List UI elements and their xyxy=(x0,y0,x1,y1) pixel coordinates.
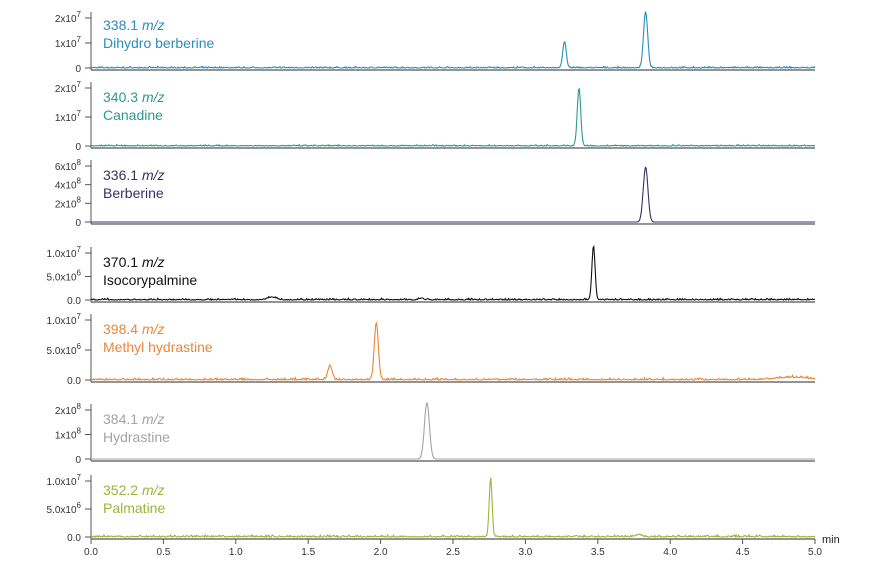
x-tick-label: 4.5 xyxy=(736,547,750,558)
x-tick-label: 3.0 xyxy=(518,547,532,558)
trace-mz-label: 352.2 m/z xyxy=(103,482,165,498)
y-tick-label: 2x107 xyxy=(55,80,82,95)
trace-compound-name: Hydrastine xyxy=(103,429,170,445)
y-tick-label: 0 xyxy=(75,455,81,466)
y-tick-label: 1.0x107 xyxy=(47,245,82,260)
panel-3: 0 2x108 4x108 6x108 336.1 m/z Berberine xyxy=(55,158,815,229)
x-tick-label: 5.0 xyxy=(808,547,822,558)
trace-line xyxy=(90,87,816,147)
trace-line xyxy=(90,321,816,382)
y-tick-label: 2x108 xyxy=(55,402,82,417)
y-tick-label: 5.0x106 xyxy=(47,501,82,516)
trace-compound-name: Canadine xyxy=(103,107,163,123)
y-tick-label: 2x108 xyxy=(55,195,82,210)
x-tick-label: 3.5 xyxy=(591,547,605,558)
trace-mz-label: 338.1 m/z xyxy=(103,17,165,33)
y-tick-label: 1x108 xyxy=(55,427,82,442)
trace-compound-name: Methyl hydrastine xyxy=(103,339,213,355)
trace-mz-label: 336.1 m/z xyxy=(103,167,165,183)
x-tick-label: 1.0 xyxy=(229,547,243,558)
y-tick-label: 0.0 xyxy=(67,296,81,307)
trace-line xyxy=(90,244,816,302)
y-tick-label: 0 xyxy=(75,64,81,75)
panel-2: 0 1x107 2x107 340.3 m/z Canadine xyxy=(55,80,816,153)
trace-compound-name: Dihydro berberine xyxy=(103,35,214,51)
y-tick-label: 4x108 xyxy=(55,177,82,192)
x-tick-label: 0.5 xyxy=(156,547,170,558)
x-tick-label: 2.0 xyxy=(374,547,388,558)
x-tick-label: 4.0 xyxy=(663,547,677,558)
trace-mz-label: 340.3 m/z xyxy=(103,89,165,105)
trace-line xyxy=(91,166,815,223)
trace-line xyxy=(90,10,816,69)
x-axis-label: min xyxy=(822,534,840,546)
trace-compound-name: Palmatine xyxy=(103,500,165,516)
trace-compound-name: Isocorypalmine xyxy=(103,272,197,288)
y-tick-label: 0 xyxy=(75,142,81,153)
trace-line xyxy=(90,477,816,539)
y-tick-label: 1.0x107 xyxy=(47,312,82,327)
trace-mz-label: 370.1 m/z xyxy=(103,254,165,270)
y-tick-label: 2x107 xyxy=(55,10,82,25)
x-tick-label: 2.5 xyxy=(446,547,460,558)
y-tick-label: 1.0x107 xyxy=(47,473,82,488)
trace-line xyxy=(91,402,815,460)
panel-1: 0 1x107 2x107 338.1 m/z Dihydro berberine xyxy=(55,10,816,75)
x-axis: 0.0 0.5 1.0 1.5 2.0 2.5 3.0 3.5 4.0 4.5 5.0 xyxy=(84,539,822,558)
y-tick-label: 0 xyxy=(75,218,81,229)
panel-4: 0.0 5.0x106 1.0x107 370.1 m/z Isocorypalmine xyxy=(47,244,816,307)
trace-compound-name: Berberine xyxy=(103,185,164,201)
trace-mz-label: 398.4 m/z xyxy=(103,321,165,337)
y-tick-label: 1x107 xyxy=(55,35,82,50)
y-tick-label: 5.0x106 xyxy=(47,342,82,357)
x-tick-label: 0.0 xyxy=(84,547,98,558)
y-tick-label: 5.0x106 xyxy=(47,269,82,284)
trace-mz-label: 384.1 m/z xyxy=(103,411,165,427)
y-tick-label: 0.0 xyxy=(67,376,81,387)
y-tick-label: 1x107 xyxy=(55,109,82,124)
x-tick-label: 1.5 xyxy=(301,547,315,558)
panel-5: 0.0 5.0x106 1.0x107 398.4 m/z Methyl hydrast… xyxy=(47,312,816,387)
panel-6: 0 1x108 2x108 384.1 m/z Hydrastine xyxy=(55,402,815,466)
y-tick-label: 6x108 xyxy=(55,158,82,173)
y-tick-label: 0.0 xyxy=(67,533,81,544)
panel-7: 0.0 5.0x106 1.0x107 352.2 m/z Palmatine xyxy=(47,473,816,544)
